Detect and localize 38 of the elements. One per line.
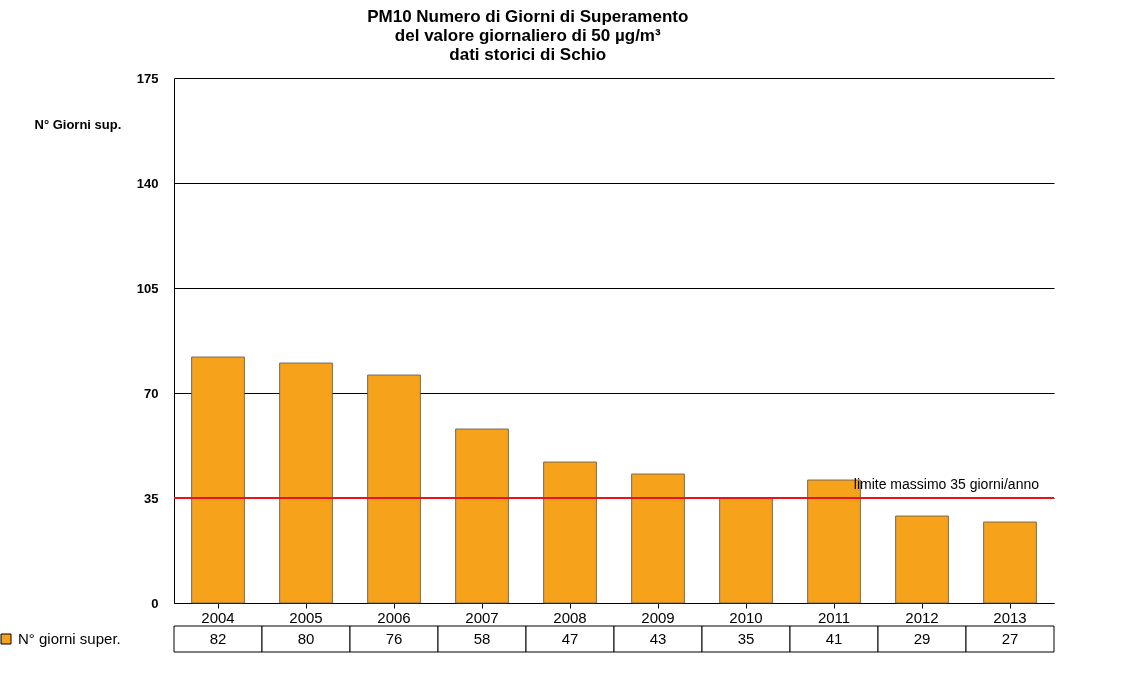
y-tick-label: 35: [144, 490, 159, 506]
bar: [983, 521, 1037, 604]
x-tick-label: 2007: [465, 608, 499, 626]
data-label: 27: [1001, 630, 1019, 647]
data-label: 47: [561, 630, 579, 647]
data-label: 29: [913, 630, 931, 647]
bar: [631, 473, 685, 604]
legend-label: N° giorni super.: [18, 630, 121, 647]
x-tick-label: 2009: [641, 608, 675, 626]
data-label: 82: [209, 630, 227, 647]
x-tick-label: 2008: [553, 608, 587, 626]
data-label: 76: [385, 630, 403, 647]
bar: [367, 374, 421, 604]
y-tick-label: 105: [136, 280, 159, 296]
data-label: 80: [297, 630, 315, 647]
bar: [279, 362, 333, 604]
bar: [455, 428, 509, 604]
x-tick-label: 2004: [201, 608, 235, 626]
y-tick-label: 70: [144, 385, 159, 401]
data-label: 35: [737, 630, 755, 647]
data-label: 43: [649, 630, 667, 647]
x-tick-label: 2010: [729, 608, 763, 626]
bar: [543, 461, 597, 604]
x-tick-label: 2005: [289, 608, 323, 626]
y-tick-label: 140: [136, 175, 159, 191]
bar: [191, 356, 245, 604]
y-tick-label: 175: [136, 70, 159, 86]
x-tick-label: 2006: [377, 608, 411, 626]
bar: [719, 497, 773, 604]
data-label: 41: [825, 630, 843, 647]
y-tick-label: 0: [151, 595, 159, 611]
chart-title: PM10 Numero di Giorni di Superamento del valore giornaliero di 50 µg/m³ dati storici di Schio: [367, 7, 689, 64]
bar: [895, 515, 949, 604]
data-label: 58: [473, 630, 491, 647]
x-tick-label: 2012: [905, 608, 939, 626]
y-axis-title: N° Giorni sup.: [34, 116, 122, 132]
x-tick-label: 2011: [817, 608, 851, 626]
x-tick-label: 2013: [993, 608, 1027, 626]
